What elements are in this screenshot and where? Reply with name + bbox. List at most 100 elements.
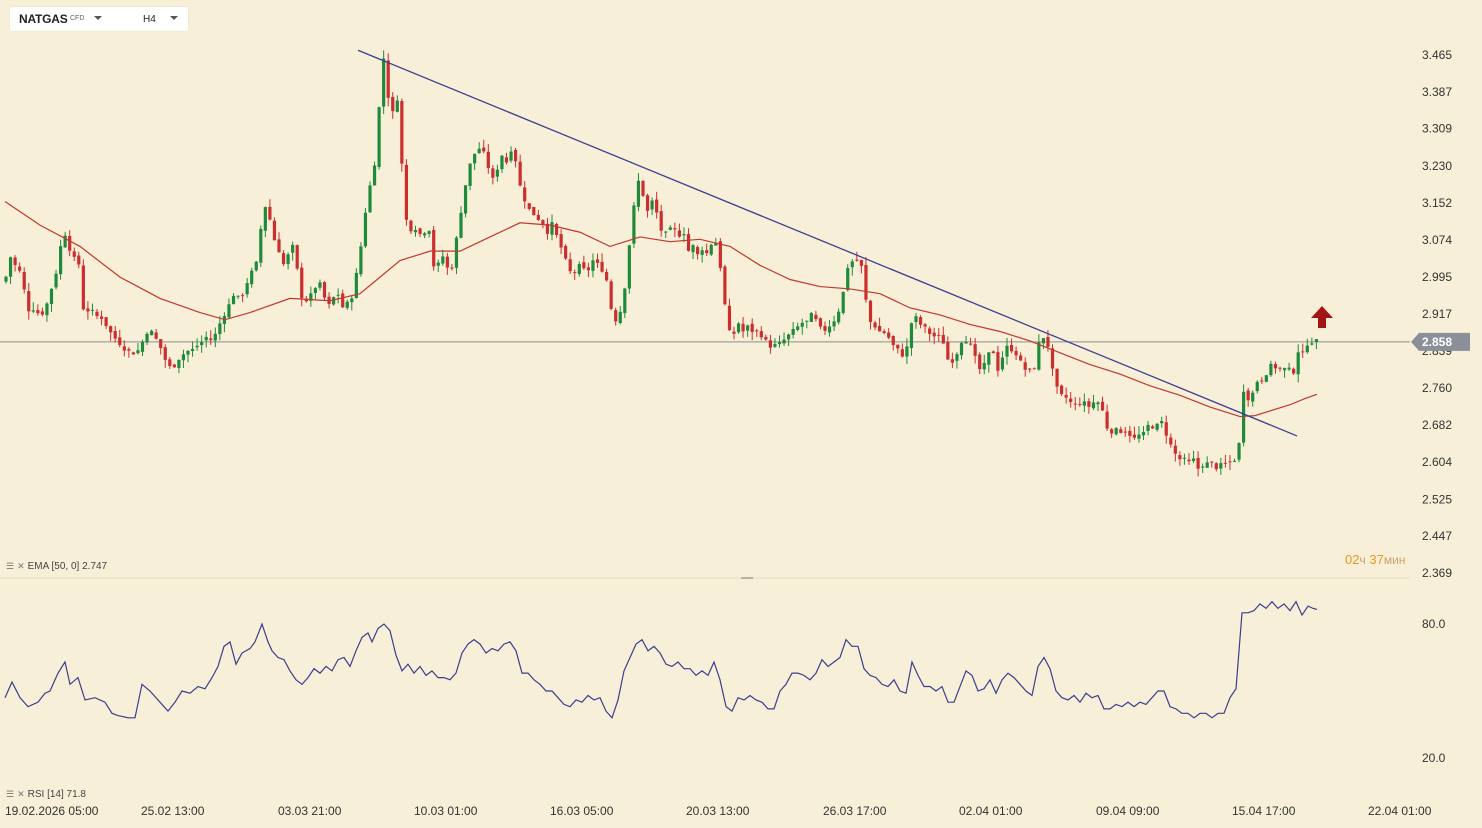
candle-body [559, 234, 563, 248]
candle-body [172, 364, 176, 368]
candle-body [423, 233, 427, 236]
candle-body [855, 259, 859, 261]
candle-body [796, 326, 800, 330]
symbol-toolbar[interactable]: NATGAS CFD H4 [10, 7, 188, 31]
candle-body [832, 321, 836, 327]
candle-body [1223, 462, 1227, 464]
candle-body [236, 295, 240, 297]
candle-body [682, 234, 686, 236]
candle-body [1164, 422, 1168, 436]
candle-body [800, 322, 804, 327]
candle-body [964, 341, 968, 344]
candle-body [54, 273, 58, 288]
time-axis-label: 25.02 13:00 [141, 804, 205, 818]
candle-body [1191, 458, 1196, 462]
settings-icon[interactable]: ☰ [6, 789, 15, 799]
candle-body [636, 180, 641, 207]
chevron-down-icon[interactable] [94, 16, 102, 20]
candle-body [787, 334, 791, 340]
settings-icon[interactable]: ☰ [6, 561, 15, 571]
price-axis-label: 3.230 [1422, 159, 1452, 173]
candle-body [1205, 462, 1209, 468]
time-axis-label: 09.04 09:00 [1096, 804, 1160, 818]
candle-body [8, 257, 13, 277]
candle-body [568, 259, 572, 272]
candle-body [354, 272, 358, 299]
candle-body [413, 230, 418, 233]
time-axis-label: 15.04 17:00 [1232, 804, 1296, 818]
time-axis-label: 16.03 05:00 [550, 804, 614, 818]
timeframe-selector[interactable]: H4 [143, 14, 156, 25]
candle-body [668, 227, 672, 230]
candle-body [195, 345, 199, 348]
candle-body [300, 267, 304, 299]
trendline[interactable] [357, 49, 1298, 437]
candle-body [318, 282, 322, 288]
close-icon[interactable]: ✕ [17, 561, 25, 571]
candle-body [818, 318, 823, 327]
candle-body [627, 245, 631, 289]
candle-body [1060, 385, 1064, 395]
candle-body [1160, 420, 1164, 424]
ema-indicator-label[interactable]: ☰ ✕ EMA [50, 0] 2.747 [6, 561, 107, 572]
candle-body [1123, 431, 1127, 433]
candle-body [969, 343, 973, 345]
candle-body [759, 331, 763, 338]
candle-body [190, 348, 195, 351]
price-axis-label: 3.387 [1422, 85, 1452, 99]
price-axis-label: 3.465 [1422, 48, 1452, 62]
candle-body [805, 320, 809, 322]
candle-body [837, 311, 841, 323]
ema-line [4, 201, 1318, 418]
rsi-indicator-label[interactable]: ☰ ✕ RSI [14] 71.8 [6, 789, 86, 800]
candle-body [1032, 368, 1036, 370]
candle-body [391, 96, 395, 112]
candle-body [1251, 392, 1255, 402]
candle-body [1091, 402, 1096, 409]
price-axis-label: 2.682 [1422, 418, 1452, 432]
candle-body [1064, 394, 1068, 398]
timer-hours: 02 [1345, 552, 1360, 567]
candle-body [145, 333, 149, 343]
candle-body [304, 298, 308, 302]
candle-body [618, 311, 622, 323]
candle-body [645, 195, 650, 211]
candle-body [814, 314, 818, 320]
candle-body [1141, 431, 1146, 436]
candle-body [1000, 357, 1005, 370]
price-axis-label: 2.604 [1422, 455, 1452, 469]
candle-body [131, 352, 135, 355]
candle-body [691, 245, 695, 253]
candle-body [946, 341, 950, 360]
candle-body [1128, 430, 1132, 436]
candle-body [454, 237, 459, 268]
candle-body [1041, 338, 1045, 344]
candle-body [1296, 352, 1300, 375]
chevron-down-icon[interactable] [170, 16, 178, 20]
candle-body [850, 261, 854, 268]
candle-body [1237, 443, 1241, 460]
symbol-name[interactable]: NATGAS [19, 12, 68, 26]
candle-body [4, 276, 8, 282]
candle-body [18, 266, 22, 271]
candle-body [1214, 463, 1218, 470]
candle-body [1287, 367, 1291, 370]
candle-body [418, 228, 422, 235]
candle-body [181, 354, 186, 361]
candle-body [564, 246, 568, 259]
candle-body [1246, 390, 1250, 401]
candle-body [127, 349, 131, 351]
candle-body [382, 58, 386, 107]
candle-body [1264, 375, 1268, 382]
candle-body [1305, 345, 1309, 353]
candle-body [400, 101, 404, 164]
candle-body [923, 324, 927, 327]
candle-body [1114, 428, 1118, 435]
candle-body [468, 163, 472, 186]
candle-body [1228, 461, 1232, 463]
close-icon[interactable]: ✕ [17, 789, 25, 799]
pane-resize-handle[interactable] [741, 577, 753, 579]
candle-body [99, 316, 104, 319]
candle-body [582, 262, 586, 269]
